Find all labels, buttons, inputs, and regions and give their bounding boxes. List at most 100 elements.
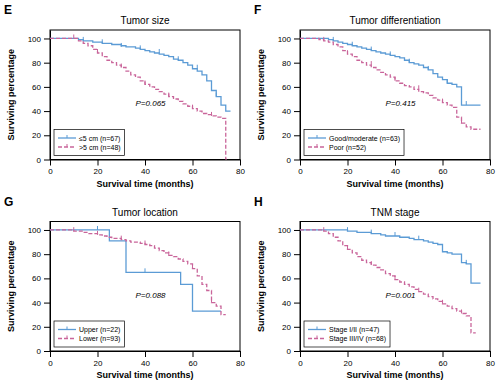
y-tick-mark <box>294 160 300 161</box>
x-tick-mark <box>240 160 241 166</box>
censor-tick <box>371 230 372 234</box>
figure: 020406080020406080100P=0.065≤5 cm (n=67)… <box>0 0 500 383</box>
legend-box <box>304 321 390 347</box>
x-tick-mark <box>98 351 99 357</box>
y-tick-mark <box>294 111 300 112</box>
y-tick-mark <box>44 278 50 279</box>
x-tick-mark <box>443 160 444 166</box>
panel: 020406080020406080100P=0.001Stage I/II (… <box>254 195 495 381</box>
y-tick: 0 <box>287 156 300 165</box>
marks <box>50 226 226 315</box>
censor-tick <box>371 61 372 65</box>
y-axis: 020406080100 <box>278 222 301 356</box>
x-tick-mark <box>240 351 241 357</box>
x-tick-label: 20 <box>94 167 103 176</box>
y-tick-label: 20 <box>32 131 41 140</box>
censor-tick <box>159 49 160 53</box>
legend-item: >5 cm (n=48) <box>58 144 121 152</box>
y-tick: 0 <box>37 156 50 165</box>
censor-tick <box>97 231 98 235</box>
y-tick-label: 80 <box>282 250 291 259</box>
plot-frame <box>300 30 490 160</box>
x-tick-label: 0 <box>48 167 53 176</box>
censor-tick <box>461 309 462 313</box>
x-tick-label: 20 <box>344 359 353 368</box>
y-tick: 60 <box>32 83 50 92</box>
y-axis: 020406080100 <box>28 222 51 356</box>
x-tick-mark <box>300 351 301 357</box>
marks <box>50 34 231 159</box>
x-tick: 40 <box>391 351 400 368</box>
y-axis-title: Surviving percentage <box>256 240 266 332</box>
y-tick: 20 <box>282 323 300 332</box>
y-tick-mark <box>44 63 50 64</box>
censor-tick <box>192 105 193 109</box>
legend-swatch-tick <box>317 144 318 147</box>
x-tick-label: 80 <box>236 359 245 368</box>
x-tick-mark <box>490 160 491 166</box>
censor-tick <box>395 232 396 236</box>
y-tick-label: 60 <box>282 83 291 92</box>
legend-label: Poor (n=52) <box>329 144 366 152</box>
y-tick-mark <box>294 230 300 231</box>
legend-box <box>54 130 125 156</box>
x-tick: 60 <box>189 160 198 177</box>
censor-tick <box>192 307 193 311</box>
y-tick-mark <box>44 303 50 304</box>
y-axis-title: Surviving percentage <box>6 240 16 332</box>
panel-label: F <box>254 3 261 17</box>
x-tick: 20 <box>94 160 103 177</box>
x-axis-title: Survival time (months) <box>346 370 443 380</box>
censor-tick <box>323 37 324 41</box>
legend: Stage I/II (n=47)Stage III/IV (n=68) <box>304 321 390 347</box>
y-tick-label: 80 <box>32 250 41 259</box>
censor-tick <box>333 37 334 41</box>
x-axis-title: Survival time (months) <box>346 179 443 189</box>
x-tick-mark <box>395 351 396 357</box>
survival-curve <box>300 230 476 333</box>
censor-tick <box>323 227 324 231</box>
censor-tick <box>447 79 448 83</box>
x-tick: 0 <box>48 351 53 368</box>
censor-tick <box>418 288 419 292</box>
y-tick: 80 <box>32 59 50 68</box>
y-tick: 80 <box>32 250 50 259</box>
survival-curve <box>50 230 226 315</box>
y-tick-mark <box>294 87 300 88</box>
x-tick-label: 20 <box>94 359 103 368</box>
censor-tick <box>168 251 169 255</box>
y-tick-mark <box>294 327 300 328</box>
plot-frame <box>50 30 240 160</box>
y-tick-label: 40 <box>282 107 291 116</box>
censor-tick <box>197 65 198 69</box>
x-axis: 020406080 <box>298 160 495 177</box>
panel-label: G <box>4 195 13 209</box>
x-tick-mark <box>348 160 349 166</box>
y-tick-label: 20 <box>32 323 41 332</box>
panel: 020406080020406080100P=0.415Good/moderat… <box>254 3 495 189</box>
plot-area: 020406080020406080100P=0.088Upper (n=22)… <box>28 222 246 368</box>
legend-item: Upper (n=22) <box>58 326 120 334</box>
x-tick-label: 60 <box>189 359 198 368</box>
legend-box <box>304 130 404 156</box>
x-tick: 60 <box>439 351 448 368</box>
annotation: P=0.088 <box>136 291 167 300</box>
x-axis: 020406080 <box>298 351 495 368</box>
y-tick-mark <box>44 351 50 352</box>
annotation: P=0.001 <box>386 291 416 300</box>
survival-curve <box>300 38 481 105</box>
x-tick: 0 <box>298 351 303 368</box>
y-tick-label: 80 <box>32 59 41 68</box>
censor-tick <box>409 59 410 63</box>
plot-area: 020406080020406080100P=0.415Good/moderat… <box>278 30 496 176</box>
x-axis-title: Survival time (months) <box>96 179 193 189</box>
censor-tick <box>145 80 146 84</box>
legend-label: Stage I/II (n=47) <box>329 326 379 334</box>
y-tick-mark <box>44 160 50 161</box>
y-tick-label: 0 <box>287 156 292 165</box>
y-tick-label: 60 <box>282 274 291 283</box>
x-tick-mark <box>443 351 444 357</box>
y-tick-label: 40 <box>282 299 291 308</box>
x-tick-mark <box>145 351 146 357</box>
x-tick: 80 <box>486 160 495 177</box>
